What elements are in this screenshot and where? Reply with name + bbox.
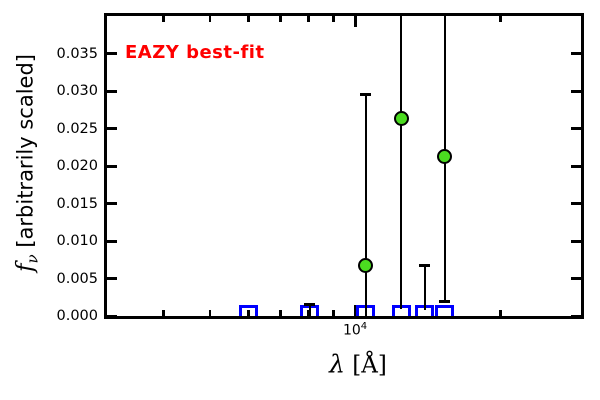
error-bar-line bbox=[423, 265, 426, 310]
x-minor-tick-top bbox=[162, 16, 165, 22]
error-bar-cap-bottom bbox=[439, 299, 451, 303]
plot-area: EAZY best-fit bbox=[104, 13, 584, 319]
model-photometry-square bbox=[435, 305, 455, 316]
observed-photometry-circle bbox=[358, 257, 374, 273]
observed-photometry-circle bbox=[393, 111, 409, 127]
best-fit-annotation: EAZY best-fit bbox=[125, 42, 265, 63]
y-tick-label: 0.015 bbox=[56, 195, 98, 212]
error-bar-line bbox=[308, 304, 311, 316]
y-axis-label-text: [arbitrarily scaled] bbox=[13, 54, 38, 255]
y-axis-flux-symbol: f bbox=[12, 263, 39, 272]
y-tick-label: 0.035 bbox=[56, 45, 98, 62]
y-major-tick-left bbox=[107, 127, 117, 130]
y-tick-label: 0.000 bbox=[56, 308, 98, 324]
y-major-tick-right bbox=[571, 202, 581, 205]
x-axis-label: λ [Å] bbox=[329, 350, 387, 379]
x-minor-tick-bottom bbox=[208, 310, 212, 316]
y-tick-label: 0.010 bbox=[56, 233, 98, 249]
y-major-tick-right bbox=[571, 239, 581, 243]
plot-data-region bbox=[107, 16, 581, 316]
x-minor-tick-bottom bbox=[307, 310, 310, 316]
y-tick-label: 0.030 bbox=[56, 83, 98, 99]
x-minor-tick-bottom bbox=[279, 310, 282, 316]
y-major-tick-left bbox=[107, 239, 117, 243]
y-major-tick-left bbox=[107, 277, 117, 280]
y-tick-label: 0.005 bbox=[56, 270, 98, 287]
error-bar-cap-top bbox=[304, 303, 316, 307]
x-axis-lambda-symbol: λ bbox=[329, 349, 345, 379]
y-major-tick-right bbox=[571, 164, 581, 168]
y-axis-flux-subscript: ν bbox=[23, 254, 42, 264]
x-minor-tick-bottom bbox=[247, 310, 250, 316]
x-minor-tick-bottom bbox=[332, 310, 335, 316]
error-bar-line bbox=[400, 16, 403, 310]
error-bar-line bbox=[364, 94, 367, 316]
y-major-tick-left bbox=[107, 164, 117, 168]
x-minor-tick-top bbox=[307, 16, 310, 22]
error-bar-cap-top bbox=[419, 263, 431, 267]
x-axis-unit-text: [Å] bbox=[352, 352, 387, 379]
y-major-tick-right bbox=[571, 52, 581, 55]
y-major-tick-right bbox=[571, 277, 581, 280]
x-minor-tick-bottom bbox=[162, 310, 165, 316]
y-major-tick-left bbox=[107, 52, 117, 55]
x-major-tick-top bbox=[353, 16, 357, 27]
error-bar-cap-top bbox=[360, 92, 372, 96]
x-major-tick-bottom bbox=[353, 305, 357, 316]
x-minor-tick-bottom bbox=[499, 310, 502, 316]
y-major-tick-left bbox=[107, 89, 117, 93]
y-major-tick-left bbox=[107, 202, 117, 205]
x-minor-tick-top bbox=[332, 16, 335, 22]
x-minor-tick-top bbox=[247, 16, 250, 22]
x-minor-tick-top bbox=[208, 16, 212, 22]
y-major-tick-right bbox=[571, 127, 581, 130]
x-minor-tick-top bbox=[499, 16, 502, 22]
x-tick-label-1e4: 104 bbox=[342, 321, 368, 339]
y-major-tick-right bbox=[571, 89, 581, 93]
y-tick-label: 0.020 bbox=[56, 158, 98, 174]
observed-photometry-circle bbox=[437, 148, 453, 164]
x-minor-tick-top bbox=[279, 16, 282, 22]
y-tick-label: 0.025 bbox=[56, 120, 98, 137]
y-major-tick-left bbox=[107, 314, 117, 316]
y-major-tick-right bbox=[571, 314, 581, 316]
model-photometry-square bbox=[238, 305, 258, 316]
